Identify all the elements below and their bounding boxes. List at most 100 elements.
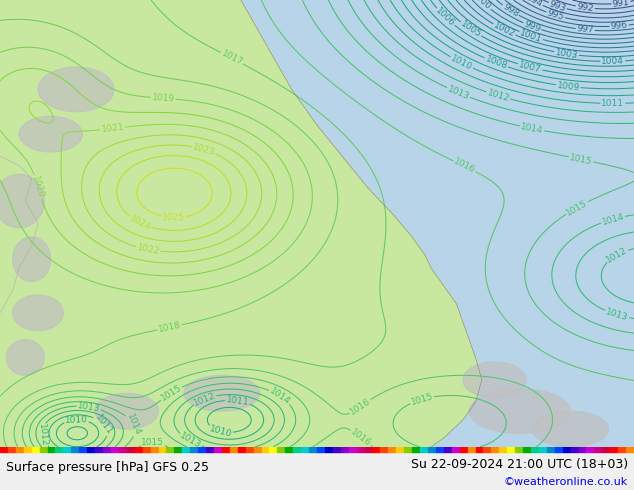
Bar — [301, 447, 309, 452]
Text: 1023: 1023 — [191, 142, 216, 157]
Bar — [56, 447, 63, 452]
Bar — [365, 447, 372, 452]
Bar — [412, 447, 420, 452]
Point — [0, 443, 5, 451]
Point — [0, 443, 5, 451]
Bar — [39, 447, 48, 452]
Point — [0, 443, 5, 451]
Bar — [230, 447, 238, 452]
Text: 1004: 1004 — [601, 56, 624, 66]
Point — [0, 443, 5, 451]
Text: Su 22-09-2024 21:00 UTC (18+03): Su 22-09-2024 21:00 UTC (18+03) — [411, 458, 628, 470]
Text: 1016: 1016 — [349, 427, 372, 448]
Bar — [238, 447, 246, 452]
Point — [0, 443, 5, 451]
Bar — [539, 447, 547, 452]
Text: Surface pressure [hPa] GFS 0.25: Surface pressure [hPa] GFS 0.25 — [6, 461, 209, 474]
Bar — [436, 447, 444, 452]
Point — [0, 443, 5, 451]
Bar — [626, 447, 634, 452]
Point — [0, 443, 5, 451]
Polygon shape — [469, 389, 571, 434]
Point — [0, 443, 5, 451]
Text: 1010: 1010 — [450, 53, 474, 72]
Text: 1011: 1011 — [226, 395, 250, 407]
Bar — [428, 447, 436, 452]
Text: 1009: 1009 — [556, 80, 580, 92]
Point — [0, 443, 5, 451]
Text: 1012: 1012 — [37, 423, 48, 447]
Bar — [24, 447, 32, 452]
Text: 1017: 1017 — [219, 49, 244, 68]
Point — [0, 443, 5, 451]
Point — [0, 443, 5, 451]
Bar — [500, 447, 507, 452]
Bar — [71, 447, 79, 452]
Point — [0, 443, 5, 451]
Bar — [246, 447, 254, 452]
Bar — [127, 447, 135, 452]
Point — [0, 443, 5, 451]
Bar — [420, 447, 428, 452]
Text: 1025: 1025 — [162, 213, 185, 222]
Polygon shape — [463, 362, 526, 398]
Text: 1019: 1019 — [152, 93, 175, 103]
Bar — [356, 447, 365, 452]
Bar — [174, 447, 183, 452]
Text: 1016: 1016 — [452, 157, 477, 175]
Bar — [0, 447, 8, 452]
Point — [0, 443, 5, 451]
Bar — [333, 447, 341, 452]
Point — [0, 443, 5, 451]
Bar — [468, 447, 476, 452]
Text: 996: 996 — [610, 21, 628, 31]
Polygon shape — [13, 295, 63, 331]
Text: 994: 994 — [525, 0, 544, 9]
Text: 1008: 1008 — [484, 54, 508, 71]
Polygon shape — [6, 340, 44, 375]
Text: 998: 998 — [501, 2, 521, 19]
Text: 1013: 1013 — [605, 307, 630, 322]
Text: 1022: 1022 — [136, 243, 160, 256]
Text: 1015: 1015 — [564, 198, 589, 218]
Text: 1014: 1014 — [268, 386, 292, 407]
Text: 1000: 1000 — [470, 0, 493, 12]
Bar — [547, 447, 555, 452]
Point — [0, 443, 5, 451]
Text: 1005: 1005 — [458, 19, 482, 40]
Text: 1002: 1002 — [492, 21, 516, 39]
Point — [0, 443, 5, 451]
Text: 1012: 1012 — [192, 391, 217, 408]
Bar — [451, 447, 460, 452]
Polygon shape — [38, 67, 114, 112]
Bar — [198, 447, 206, 452]
Bar — [578, 447, 586, 452]
Bar — [111, 447, 119, 452]
Bar — [8, 447, 16, 452]
Point — [0, 443, 5, 451]
Bar — [134, 447, 143, 452]
Bar — [95, 447, 103, 452]
Text: 1013: 1013 — [446, 84, 471, 101]
Text: 1015: 1015 — [569, 153, 593, 166]
Bar — [119, 447, 127, 452]
Bar — [491, 447, 500, 452]
Text: 1011: 1011 — [93, 413, 114, 437]
Bar — [404, 447, 412, 452]
Bar — [261, 447, 269, 452]
Bar — [380, 447, 388, 452]
Bar — [586, 447, 595, 452]
Bar — [515, 447, 523, 452]
Text: 1021: 1021 — [101, 123, 124, 134]
Bar — [79, 447, 87, 452]
Point — [0, 443, 5, 451]
Point — [0, 443, 5, 451]
Bar — [48, 447, 56, 452]
Bar — [222, 447, 230, 452]
Bar — [317, 447, 325, 452]
Point — [0, 443, 5, 451]
Point — [0, 443, 5, 451]
Text: 1014: 1014 — [520, 122, 544, 135]
Bar — [610, 447, 618, 452]
Text: 1006: 1006 — [434, 6, 456, 28]
